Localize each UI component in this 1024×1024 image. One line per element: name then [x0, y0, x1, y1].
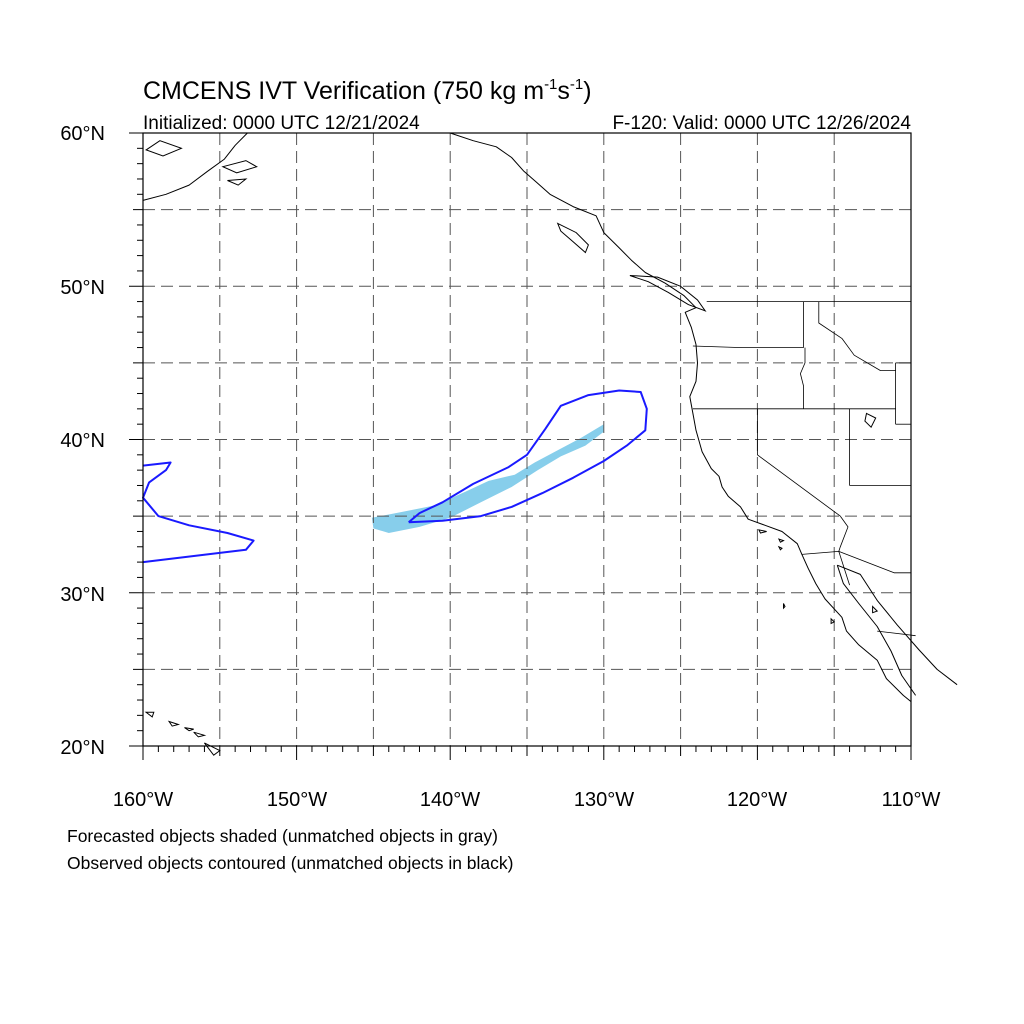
lat-label-20n: 20°N	[60, 737, 105, 759]
alaska-island	[144, 140, 183, 157]
map-plot-area	[142, 132, 958, 756]
title-exponent-1: -1	[544, 76, 557, 93]
title-main: CMCENS IVT Verification (750 kg m	[143, 77, 544, 105]
hawaii-island	[144, 711, 155, 718]
small-island	[872, 605, 879, 614]
lat-label-30n: 30°N	[60, 584, 105, 606]
lon-label-160w: 160°W	[113, 789, 173, 811]
lat-label-60n: 60°N	[60, 123, 105, 145]
coastlines-and-borders	[142, 132, 958, 756]
longitude-labels: 160°W 150°W 140°W 130°W 120°W 110°W	[113, 789, 941, 811]
lon-label-140w: 140°W	[420, 789, 480, 811]
political-border	[757, 408, 841, 517]
lat-label-50n: 50°N	[60, 277, 105, 299]
title-exponent-2: -1	[570, 76, 583, 93]
hawaii-island	[167, 720, 181, 727]
forecast-objects-layer	[371, 424, 604, 533]
baja-gulf-coastline	[836, 565, 917, 696]
title-mid: s	[557, 77, 570, 105]
hawaii-island	[193, 731, 207, 738]
political-border	[801, 551, 911, 574]
hawaii-island	[204, 742, 221, 756]
forecast-ar-object	[371, 424, 604, 533]
political-border	[877, 630, 916, 637]
alaska-coastline	[142, 132, 248, 201]
alaska-island	[227, 178, 248, 186]
legend-observed-note: Observed objects contoured (unmatched ob…	[67, 853, 514, 873]
title-end: )	[583, 77, 591, 105]
lon-label-120w: 120°W	[727, 789, 787, 811]
political-border	[838, 515, 849, 552]
lat-lon-gridlines	[143, 133, 911, 746]
political-border	[692, 345, 804, 349]
mexico-mainland-coastline	[837, 564, 958, 686]
political-border	[838, 551, 850, 586]
inland-lake	[864, 412, 877, 429]
north-america-coastline	[450, 132, 912, 702]
small-island	[777, 538, 785, 543]
small-island	[777, 545, 783, 551]
small-island	[783, 603, 786, 610]
observed-objects-layer	[142, 389, 648, 564]
vancouver-island	[629, 275, 707, 312]
subtitle-valid: F-120: Valid: 0000 UTC 12/26/2024	[612, 113, 911, 134]
axis-ticks	[129, 132, 912, 760]
lat-label-40n: 40°N	[60, 430, 105, 452]
alaska-island	[221, 160, 258, 174]
lon-label-130w: 130°W	[574, 789, 634, 811]
figure-title: CMCENS IVT Verification (750 kg m-1s-1)	[143, 76, 592, 105]
small-island	[757, 529, 767, 534]
political-border	[800, 347, 806, 409]
legend-forecast-note: Forecasted objects shaded (unmatched obj…	[67, 826, 498, 846]
observed-ar-contour-west	[142, 461, 255, 564]
political-border	[818, 301, 896, 371]
latitude-labels: 60°N 50°N 40°N 30°N 20°N	[60, 123, 105, 759]
subtitle-initialized: Initialized: 0000 UTC 12/21/2024	[143, 113, 420, 134]
haida-gwaii-island	[556, 222, 589, 254]
observed-ar-contour-east	[408, 389, 648, 524]
lon-label-110w: 110°W	[882, 789, 941, 811]
small-island	[830, 617, 836, 625]
hawaii-island	[184, 727, 194, 732]
lon-label-150w: 150°W	[267, 789, 327, 811]
